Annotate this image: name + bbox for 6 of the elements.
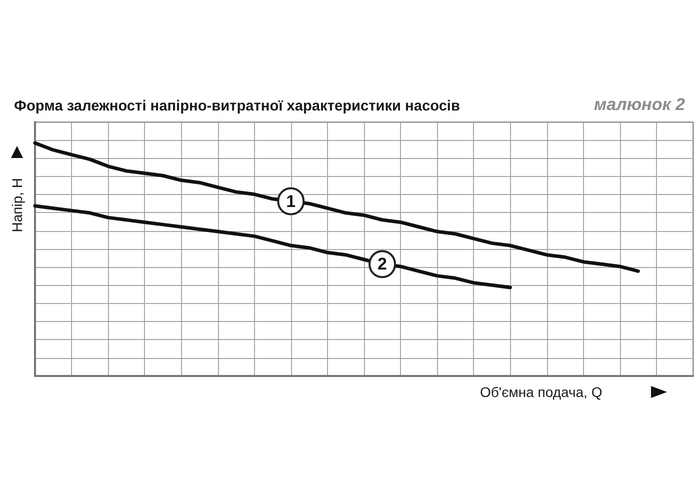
y-axis-title: Напір, H <box>9 178 25 232</box>
series-label: 1 <box>286 192 296 211</box>
text: малюнок 2 <box>594 95 686 114</box>
x-axis-title: Об'ємна подача, Q <box>480 384 602 400</box>
chart-title: Форма залежності напірно-витратної характеристики насосів <box>14 98 460 114</box>
series-label: 2 <box>378 254 388 274</box>
